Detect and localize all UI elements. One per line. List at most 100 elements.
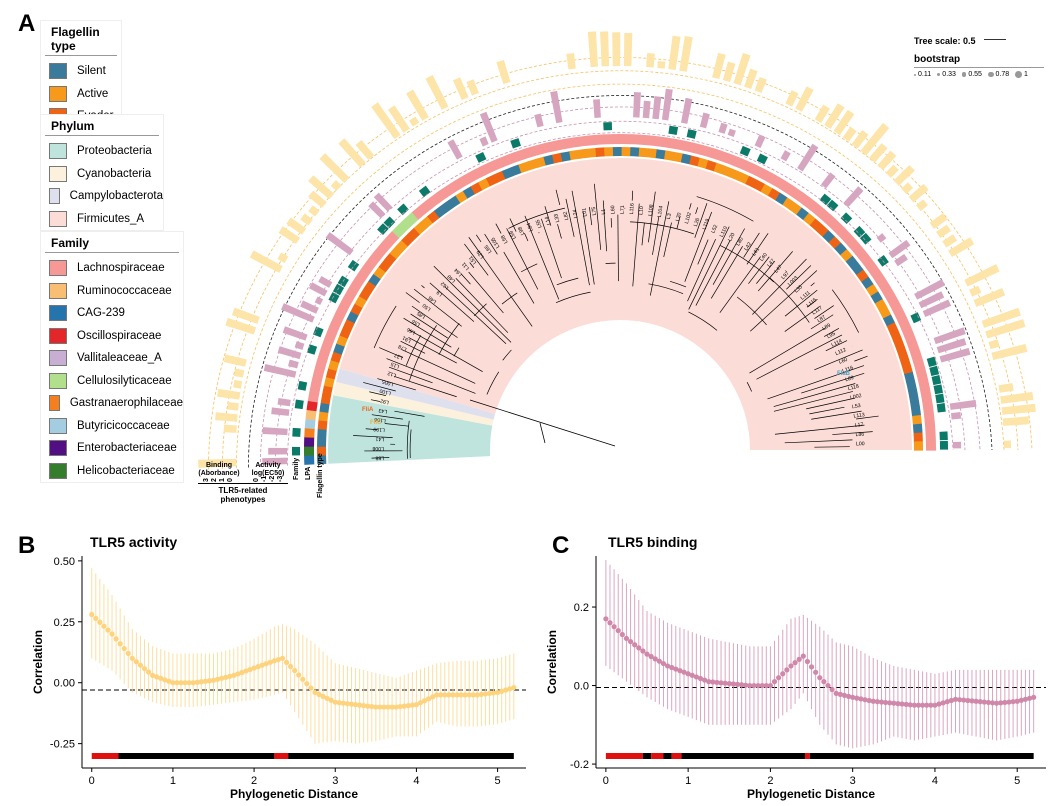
tree-branch: [468, 237, 533, 327]
tree-branch: [370, 399, 381, 402]
flagellin-cell: [621, 147, 632, 157]
legend-item-lachnospiraceae: Lachnospiraceae: [41, 257, 183, 280]
mean-point: [919, 702, 926, 708]
mean-point: [821, 679, 827, 685]
binding-bar: [652, 96, 662, 120]
flagellin-cell: [896, 346, 908, 359]
family-cell: [923, 413, 935, 425]
tree-clade-arc: [831, 289, 859, 333]
legend-swatch: [49, 188, 60, 205]
mean-point: [681, 669, 687, 675]
activity-bar: [973, 287, 1006, 307]
leaf-label: L50: [422, 302, 433, 312]
legend-item-campylobacterota: Campylobacterota: [41, 185, 163, 208]
legend-item-butyricicoccaceae: Butyricicoccaceae: [41, 415, 183, 438]
family-cell: [910, 350, 923, 364]
bootstrap-item: 0.55: [961, 71, 982, 78]
mean-point: [747, 682, 753, 689]
leaf-label: L61: [751, 247, 761, 258]
leaf-label: L102: [684, 212, 693, 225]
flagellin-track-label: Flagellin type: [317, 453, 324, 498]
mean-point: [93, 615, 99, 621]
binding-bar: [876, 233, 887, 243]
binding-bar: [633, 92, 641, 118]
guide-ring: [222, 70, 1019, 469]
mean-point: [267, 659, 273, 665]
mean-point: [340, 700, 346, 706]
tree-branch: [824, 328, 840, 337]
mean-point: [1006, 699, 1012, 705]
mean-point: [288, 663, 294, 670]
family-cell: [513, 149, 527, 162]
tree-branch: [695, 207, 699, 215]
family-cell: [385, 230, 400, 245]
tree-branch: [743, 232, 760, 258]
mean-point: [425, 696, 432, 702]
legend-label: Proteobacteria: [77, 145, 152, 158]
leaf-label: L116: [842, 365, 855, 374]
family-cell: [630, 134, 641, 145]
activity-bar: [948, 237, 975, 257]
significance-segment: [671, 753, 682, 759]
activity-bar: [814, 104, 830, 123]
mean-point: [401, 703, 407, 709]
binding-bar: [820, 172, 836, 189]
binding-bar: [754, 134, 766, 149]
mean-point: [730, 681, 736, 687]
tree-clade-arc: [736, 296, 767, 326]
family-cell: [567, 136, 579, 149]
flagellin-cell: [909, 397, 920, 409]
legend-swatch: [49, 260, 67, 277]
flagellin-cell: [906, 380, 917, 392]
flagellin-cell: [317, 454, 327, 465]
tree-branch: [684, 211, 713, 282]
tree-clade-arc: [474, 303, 487, 317]
flagellin-cell: [672, 151, 684, 163]
mean-point: [623, 635, 630, 642]
family-cell: [603, 134, 614, 145]
leaf-label: L005: [381, 378, 394, 387]
binding-bar: [699, 112, 710, 129]
binding-bar: [797, 143, 819, 172]
legend-swatch: [49, 143, 67, 160]
bootstrap-legend-title: bootstrap: [914, 54, 1044, 68]
family-cell: [585, 134, 596, 146]
binding-bar: [308, 282, 328, 297]
flagellin-cell: [317, 428, 327, 439]
flagellin-cell: [493, 170, 506, 183]
mean-point: [940, 700, 946, 706]
leaf-label: L87: [816, 314, 827, 324]
activity-bar: [338, 138, 366, 168]
family-cell: [897, 316, 911, 330]
binding-bar: [914, 279, 946, 300]
leaf-label: L59: [508, 229, 517, 240]
mean-point: [166, 678, 172, 684]
leaf-label: L47: [766, 258, 776, 269]
phenotypes-label: TLR5-related phenotypes: [218, 486, 268, 504]
highlighted-leaf-label: FlaB: [837, 371, 851, 377]
mean-point: [701, 677, 708, 683]
mean-point: [227, 673, 233, 679]
family-cell: [843, 233, 858, 248]
tree-branch: [756, 260, 776, 284]
guide-ring: [286, 132, 954, 466]
family-cell: [830, 220, 845, 235]
bootstrap-dot: [1015, 71, 1022, 78]
mean-point: [767, 682, 774, 689]
mean-point: [644, 651, 650, 657]
mean-point: [771, 679, 778, 685]
leaf-label: L47: [773, 264, 783, 275]
mean-point: [862, 697, 868, 703]
binding-tick: 2: [211, 478, 218, 482]
mean-point: [985, 699, 992, 706]
tree-branch: [814, 305, 834, 319]
flagellin-cell: [729, 168, 742, 181]
mean-point: [450, 692, 456, 698]
mean-point: [97, 619, 103, 625]
activity-bar: [1001, 403, 1036, 415]
mean-point: [121, 645, 127, 652]
activity-bar: [964, 264, 1000, 287]
binding-bar: [939, 347, 971, 363]
binding-bar: [277, 398, 291, 407]
